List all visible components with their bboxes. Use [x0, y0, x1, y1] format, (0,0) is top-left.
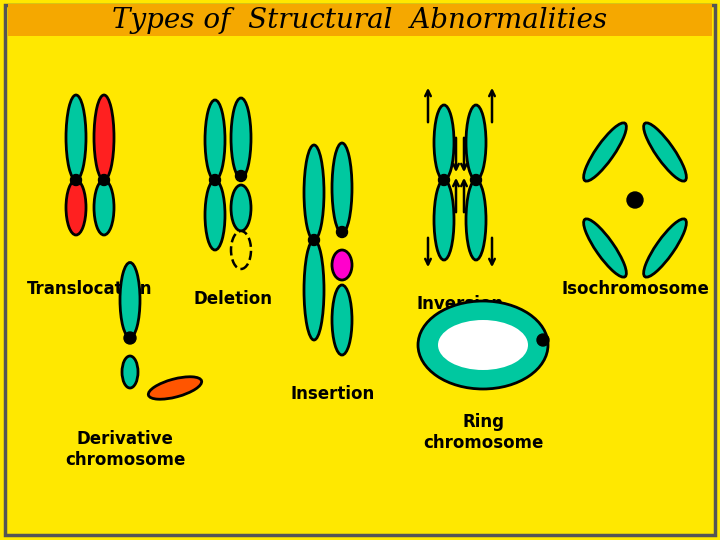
- Circle shape: [336, 226, 348, 238]
- Ellipse shape: [332, 285, 352, 355]
- Ellipse shape: [418, 301, 548, 389]
- Ellipse shape: [332, 143, 352, 233]
- Ellipse shape: [466, 180, 486, 260]
- FancyBboxPatch shape: [5, 5, 715, 535]
- Ellipse shape: [584, 219, 626, 277]
- Circle shape: [210, 174, 220, 186]
- Ellipse shape: [205, 100, 225, 180]
- Ellipse shape: [466, 105, 486, 180]
- Ellipse shape: [94, 180, 114, 235]
- Ellipse shape: [304, 145, 324, 240]
- Circle shape: [308, 234, 320, 246]
- Text: Types of  Structural  Abnormalities: Types of Structural Abnormalities: [112, 6, 608, 33]
- Ellipse shape: [66, 180, 86, 235]
- Ellipse shape: [148, 377, 202, 399]
- Text: Insertion: Insertion: [291, 385, 375, 403]
- Text: Inversion: Inversion: [416, 295, 503, 313]
- Ellipse shape: [231, 231, 251, 269]
- Ellipse shape: [438, 320, 528, 370]
- Ellipse shape: [231, 185, 251, 231]
- Text: Derivative
chromosome: Derivative chromosome: [65, 430, 185, 469]
- Circle shape: [71, 174, 81, 186]
- Circle shape: [99, 174, 109, 186]
- Ellipse shape: [94, 95, 114, 180]
- Text: Ring
chromosome: Ring chromosome: [423, 413, 543, 452]
- Ellipse shape: [644, 123, 686, 181]
- Ellipse shape: [231, 98, 251, 178]
- Ellipse shape: [644, 219, 686, 277]
- Ellipse shape: [434, 105, 454, 180]
- Circle shape: [438, 174, 449, 186]
- Circle shape: [470, 174, 482, 186]
- Text: Deletion: Deletion: [194, 290, 272, 308]
- Circle shape: [627, 192, 643, 208]
- Circle shape: [235, 171, 246, 181]
- Ellipse shape: [304, 240, 324, 340]
- Ellipse shape: [584, 123, 626, 181]
- Ellipse shape: [434, 180, 454, 260]
- Ellipse shape: [66, 95, 86, 180]
- Text: Translocation: Translocation: [27, 280, 153, 298]
- Text: Isochromosome: Isochromosome: [561, 280, 709, 298]
- Ellipse shape: [205, 180, 225, 250]
- Ellipse shape: [120, 262, 140, 338]
- Ellipse shape: [332, 250, 352, 280]
- Circle shape: [124, 332, 136, 344]
- FancyBboxPatch shape: [8, 4, 712, 36]
- Circle shape: [537, 334, 549, 346]
- Ellipse shape: [122, 356, 138, 388]
